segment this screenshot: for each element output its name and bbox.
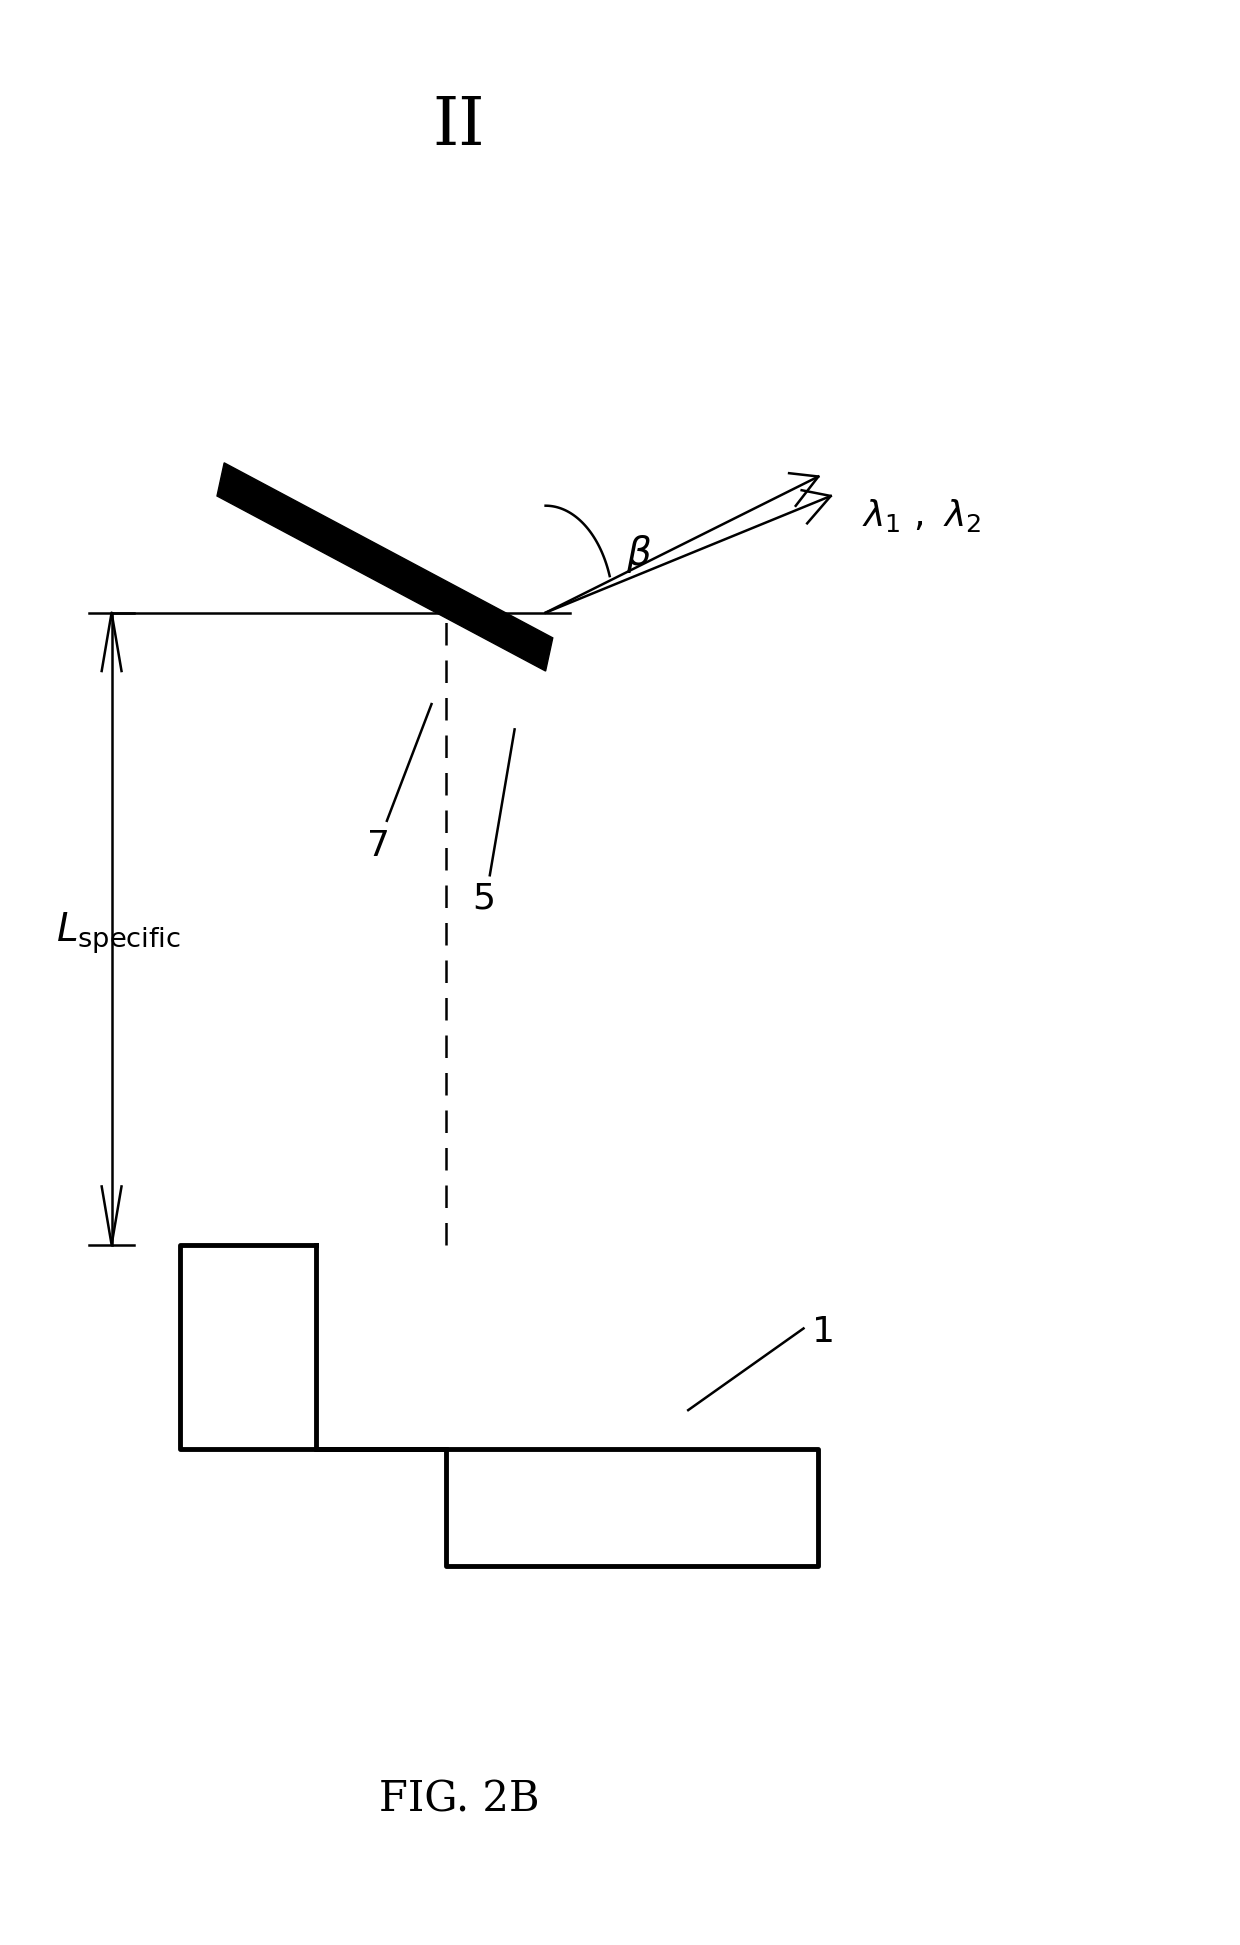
- Text: $L_{\rm specific}$: $L_{\rm specific}$: [56, 910, 181, 957]
- Text: $\lambda_1\ ,\ \lambda_2$: $\lambda_1\ ,\ \lambda_2$: [862, 496, 981, 535]
- Text: FIG. 2B: FIG. 2B: [378, 1778, 539, 1821]
- Text: 1: 1: [812, 1315, 836, 1350]
- Text: II: II: [433, 93, 485, 159]
- Text: $\beta$: $\beta$: [626, 533, 651, 576]
- Text: 5: 5: [472, 881, 495, 916]
- Polygon shape: [217, 463, 553, 671]
- Text: 7: 7: [367, 829, 389, 864]
